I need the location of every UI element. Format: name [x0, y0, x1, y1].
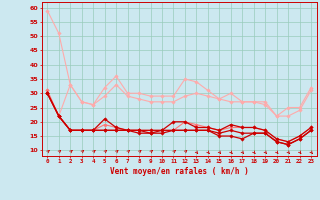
X-axis label: Vent moyen/en rafales ( km/h ): Vent moyen/en rafales ( km/h ) — [110, 167, 249, 176]
